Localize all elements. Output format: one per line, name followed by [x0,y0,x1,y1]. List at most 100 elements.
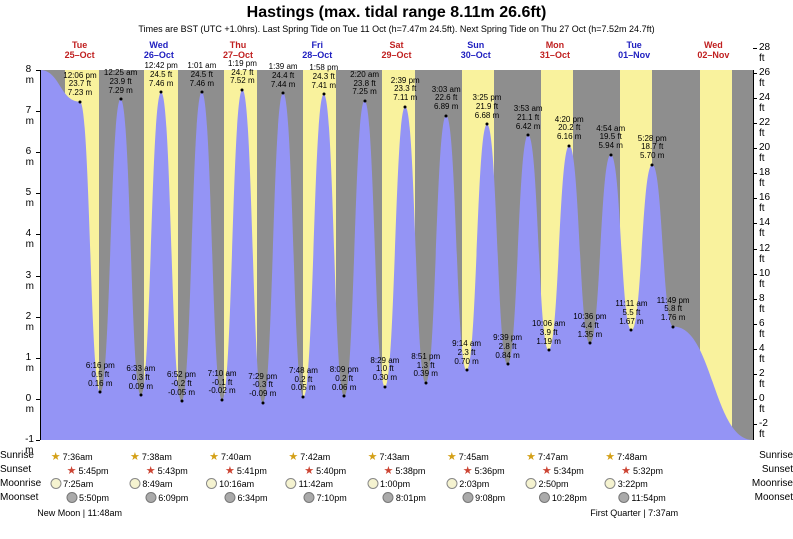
y-axis-right-tickmark [753,73,757,74]
sunrise-star-icon: ★ [447,450,457,463]
moonset-circle-icon [145,492,156,503]
chart-subtitle: Times are BST (UTC +1.0hrs). Last Spring… [0,22,793,38]
sunrise-time: 7:43am [379,452,409,462]
moonset-time: 6:09pm [158,493,188,503]
sunset-item: ★5:34pm [542,464,584,477]
moonset-time: 7:10pm [317,493,347,503]
day-header: Sat29–Oct [357,40,436,60]
sunrise-item: ★7:36am [51,450,93,463]
y-axis-right-tickmark [753,324,757,325]
tide-label: 6:33 am0.3 ft0.09 m [126,365,155,391]
moon-phase-text: First Quarter | 7:37am [590,508,678,518]
sunrise-time: 7:45am [459,452,489,462]
tide-label: 9:14 am2.3 ft0.70 m [452,340,481,366]
y-axis-right-tick: 4 ft [759,343,765,365]
sunset-item: ★5:43pm [146,464,188,477]
sunset-time: 5:40pm [316,466,346,476]
y-axis-left-tick: 5 m [26,187,34,209]
moonset-circle-icon [462,492,473,503]
tide-peak-dot [200,91,203,94]
moonset-time: 10:28pm [552,493,587,503]
moonrise-item: 7:25am [50,478,93,489]
y-axis-right-tickmark [753,98,757,99]
tide-label: 12:25 am23.9 ft7.29 m [104,69,137,95]
tide-label: 6:16 pm0.5 ft0.16 m [86,362,115,388]
sunset-time: 5:38pm [395,466,425,476]
sunrise-star-icon: ★ [368,450,378,463]
tide-chart: Hastings (max. tidal range 8.11m 26.6ft)… [0,0,793,539]
sunrise-label-left: Sunrise [0,450,34,461]
sunset-star-icon: ★ [463,464,473,477]
tide-peak-dot [119,98,122,101]
moonset-time: 5:50pm [79,493,109,503]
sunrise-time: 7:47am [538,452,568,462]
tide-label: 8:09 pm0.2 ft0.06 m [330,366,359,392]
moonset-time: 8:01pm [396,493,426,503]
tide-peak-dot [160,91,163,94]
sunrise-item: ★7:47am [526,450,568,463]
tide-label: 8:51 pm1.3 ft0.39 m [411,353,440,379]
tide-label: 2:20 am23.8 ft7.25 m [350,71,379,97]
tide-peak-dot [651,163,654,166]
day-header: Sun30–Oct [436,40,515,60]
tide-peak-dot [486,123,489,126]
plot-area: 12:06 pm23.7 ft7.23 m6:16 pm0.5 ft0.16 m… [40,42,753,440]
sunrise-star-icon: ★ [605,450,615,463]
sunrise-star-icon: ★ [51,450,61,463]
sunrise-item: ★7:40am [209,450,251,463]
tide-label: 3:03 am22.6 ft6.89 m [432,86,461,112]
tide-label: 9:39 pm2.8 ft0.84 m [493,334,522,360]
sunrise-star-icon: ★ [130,450,140,463]
day-header: Tue01–Nov [595,40,674,60]
tide-peak-dot [343,395,346,398]
moonrise-circle-icon [286,478,297,489]
sunset-star-icon: ★ [542,464,552,477]
y-axis-left-tick: 6 m [26,146,34,168]
day-header: Fri28–Oct [278,40,357,60]
y-axis-right-tick: 14 ft [759,217,770,239]
y-axis-right-tickmark [753,274,757,275]
tide-label: 11:11 am5.5 ft1.67 m [615,300,647,326]
tide-peak-dot [180,399,183,402]
sunrise-star-icon: ★ [288,450,298,463]
sunset-item: ★5:36pm [463,464,505,477]
sunset-item: ★5:32pm [621,464,663,477]
moonset-item: 6:09pm [145,492,188,503]
tide-peak-dot [322,93,325,96]
tide-peak-dot [383,385,386,388]
y-axis-right-tick: 16 ft [759,192,770,214]
moonrise-item: 11:42am [286,478,333,489]
sunrise-item: ★7:38am [130,450,172,463]
tide-label: 4:54 am19.5 ft5.94 m [596,125,625,151]
sunset-star-icon: ★ [146,464,156,477]
tide-peak-dot [547,348,550,351]
tide-peak-dot [363,99,366,102]
sunrise-item: ★7:43am [368,450,410,463]
sunrise-time: 7:36am [63,452,93,462]
tide-label: 1:19 pm24.7 ft7.52 m [228,60,257,86]
sunset-item: ★5:41pm [225,464,267,477]
moon-phase-text: New Moon | 11:48am [37,508,122,518]
tide-label: 1:39 am24.4 ft7.44 m [269,63,298,89]
y-axis-right-tick: 12 ft [759,243,770,265]
y-axis-right-tickmark [753,424,757,425]
moonset-circle-icon [383,492,394,503]
sunrise-item: ★7:42am [288,450,330,463]
y-axis-left-tick: 7 m [26,105,34,127]
sunset-item: ★5:40pm [304,464,346,477]
y-axis-left-tick: 4 m [26,228,34,250]
moonrise-time: 10:16am [219,479,254,489]
tide-peak-dot [99,391,102,394]
moonrise-label-left: Moonrise [0,478,41,489]
moonrise-item: 10:16am [206,478,254,489]
sunset-star-icon: ★ [383,464,393,477]
left-border [40,70,41,440]
y-axis-right-tickmark [753,249,757,250]
y-axis-right-tick: 10 ft [759,268,770,290]
moonset-circle-icon [224,492,235,503]
sunrise-item: ★7:48am [605,450,647,463]
right-border [753,70,754,440]
y-axis-right-tickmark [753,299,757,300]
moonrise-item: 2:03pm [446,478,489,489]
sunset-label-left: Sunset [0,464,31,475]
